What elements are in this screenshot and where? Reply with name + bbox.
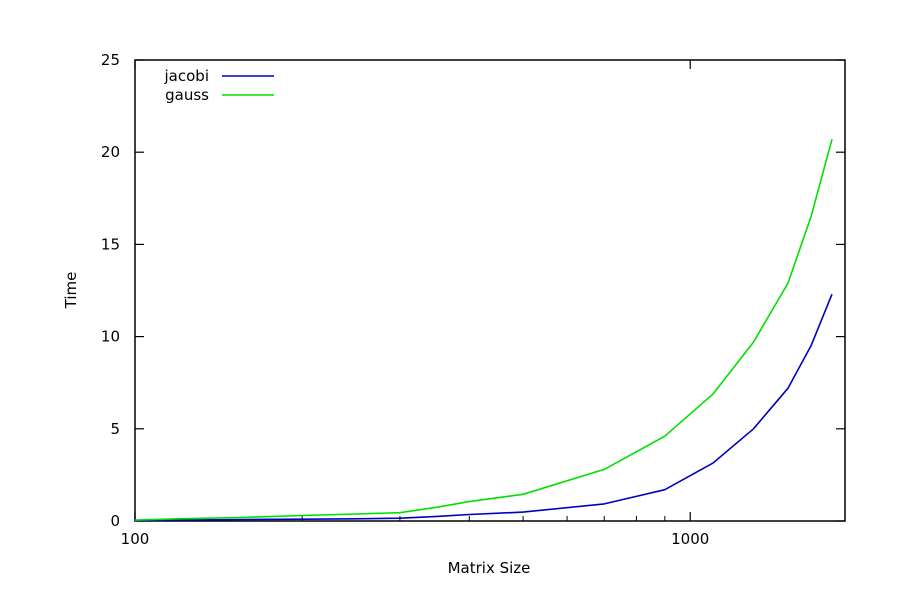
legend-label-jacobi: jacobi bbox=[164, 67, 209, 85]
y-tick-label: 15 bbox=[101, 235, 120, 253]
y-tick-label: 0 bbox=[110, 512, 120, 530]
y-tick-label: 25 bbox=[101, 51, 120, 69]
x-tick-label: 100 bbox=[121, 530, 150, 548]
x-tick-label: 1000 bbox=[671, 530, 709, 548]
y-axis-title: Time bbox=[62, 272, 80, 310]
x-axis-title: Matrix Size bbox=[448, 559, 531, 577]
series-line-jacobi bbox=[134, 293, 833, 522]
series-line-gauss bbox=[134, 139, 833, 521]
y-tick-label: 10 bbox=[101, 328, 120, 346]
x-axis: 100 1000 bbox=[121, 60, 709, 548]
y-tick-label: 5 bbox=[110, 420, 120, 438]
series-lines bbox=[134, 139, 833, 522]
y-tick-label: 20 bbox=[101, 143, 120, 161]
y-axis: 0 5 10 15 20 25 bbox=[101, 51, 845, 530]
plot-frame bbox=[134, 59, 846, 522]
legend-label-gauss: gauss bbox=[165, 86, 209, 104]
